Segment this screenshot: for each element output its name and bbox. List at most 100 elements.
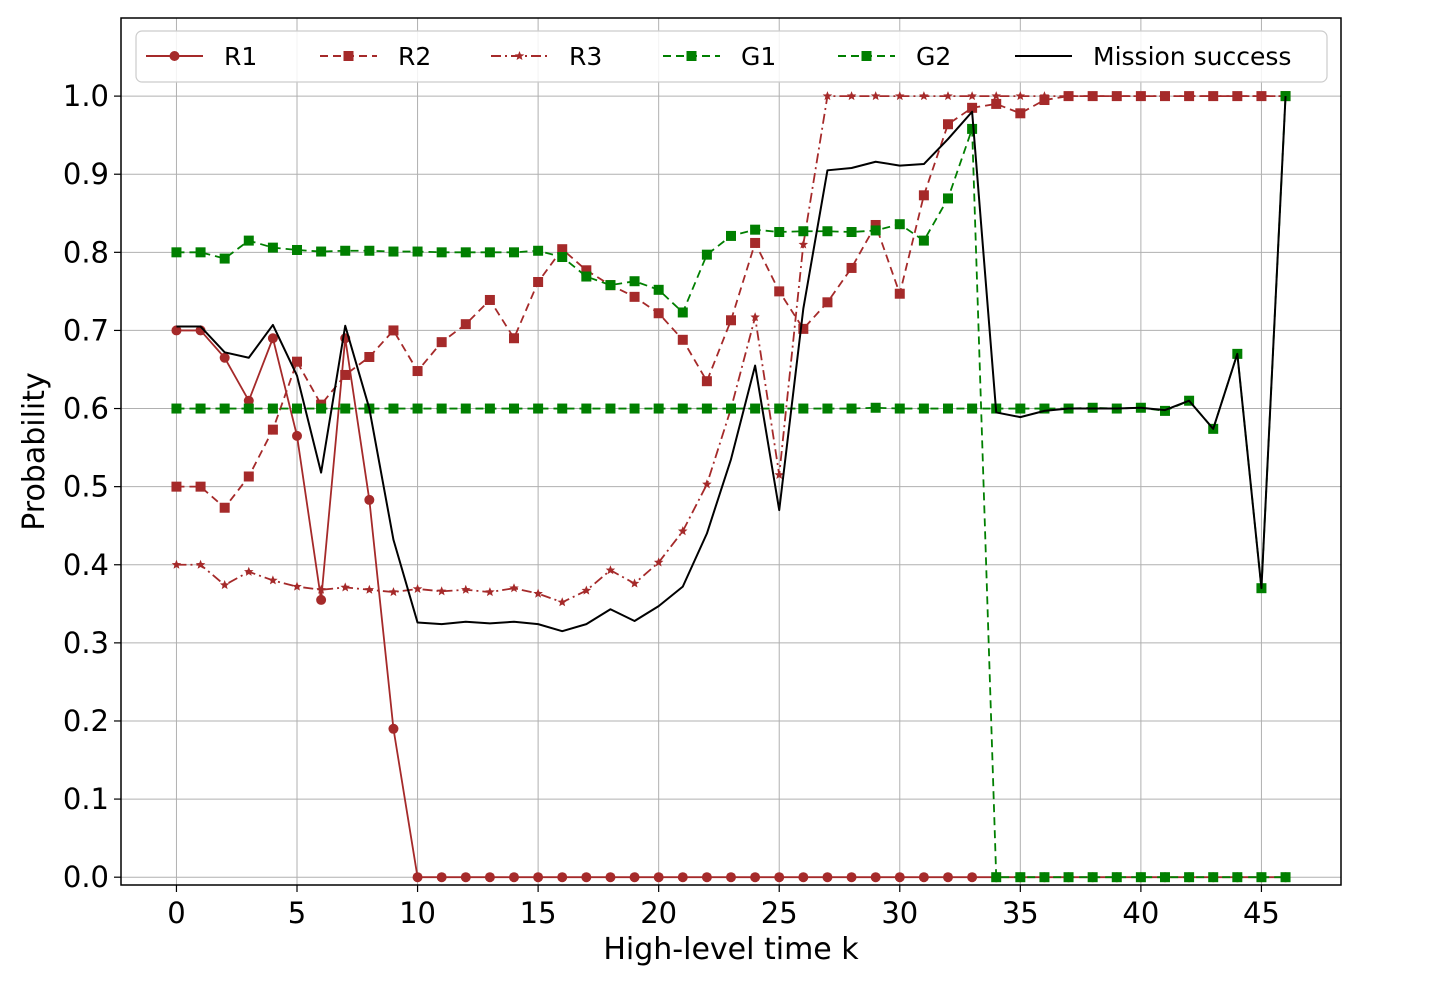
data-point-g1: [388, 246, 399, 257]
series-layer: [171, 91, 1291, 883]
legend-marker-g2: [861, 51, 872, 61]
data-point-g2: [1039, 403, 1050, 414]
data-point-g1: [412, 246, 423, 257]
data-point-g1: [1087, 872, 1098, 883]
data-point-r1: [509, 872, 520, 883]
data-point-r2: [750, 237, 761, 248]
data-point-r2: [942, 119, 953, 130]
data-point-r1: [412, 872, 423, 883]
data-point-r2: [509, 333, 520, 344]
data-point-r2: [364, 351, 375, 362]
data-point-g1: [894, 219, 905, 230]
data-point-r3: [509, 583, 519, 593]
data-point-g2: [243, 403, 254, 414]
data-point-g2: [316, 403, 327, 414]
legend-label-r3: R3: [569, 42, 602, 71]
data-point-g2: [1280, 91, 1291, 102]
data-point-g2: [967, 403, 978, 414]
series-g1: [171, 123, 1291, 883]
series-line-mission-success: [176, 96, 1287, 633]
data-point-r1: [629, 872, 640, 883]
y-tick-label: 0.9: [63, 157, 109, 191]
data-point-r3: [846, 91, 857, 101]
data-point-g2: [942, 403, 953, 414]
data-point-r3: [244, 566, 254, 576]
data-point-r2: [195, 481, 206, 492]
data-point-r1: [750, 872, 761, 883]
data-point-r3: [991, 91, 1001, 101]
data-point-g1: [533, 245, 544, 256]
legend-frame: [135, 30, 1328, 83]
data-point-r3: [316, 584, 326, 594]
data-point-r3: [388, 587, 399, 597]
data-point-g1: [1280, 872, 1291, 883]
data-point-r3: [1256, 91, 1267, 101]
data-point-r3: [461, 584, 471, 594]
legend-label-mission-success: Mission success: [1093, 42, 1291, 71]
data-point-r2: [1039, 95, 1050, 106]
data-point-r2: [557, 244, 568, 255]
data-point-r1: [605, 872, 616, 883]
data-point-g2: [219, 403, 230, 414]
data-point-r2: [243, 471, 254, 482]
data-point-r2: [774, 286, 785, 297]
x-tick-label: 20: [640, 896, 677, 930]
data-point-g2: [726, 403, 736, 414]
data-point-g1: [292, 244, 303, 255]
plot-frame: [120, 17, 1342, 886]
data-point-g1: [171, 247, 182, 258]
data-point-g1: [219, 253, 230, 264]
y-tick-label: 0.6: [63, 392, 109, 426]
y-tick-label: 0.2: [63, 704, 109, 738]
legend-label-g2: G2: [916, 42, 951, 71]
x-tick-label: 15: [520, 896, 557, 930]
data-point-r2: [798, 323, 809, 334]
data-point-g1: [267, 242, 278, 253]
data-point-r2: [894, 288, 905, 299]
data-point-g1: [1208, 872, 1219, 883]
data-point-r3: [702, 479, 712, 489]
data-point-g1: [316, 246, 327, 257]
data-point-r2: [581, 265, 592, 276]
data-point-r3: [822, 91, 833, 101]
data-point-r2: [1015, 108, 1026, 119]
data-point-r3: [967, 91, 977, 101]
data-point-r3: [436, 586, 447, 596]
data-point-g1: [1039, 872, 1050, 883]
data-point-r1: [653, 872, 664, 883]
data-point-g2: [581, 403, 592, 414]
data-point-g1: [942, 193, 953, 204]
data-point-g1: [653, 284, 664, 295]
data-point-g1: [750, 224, 761, 235]
data-point-r1: [581, 872, 592, 883]
data-point-r2: [822, 297, 833, 308]
data-point-r1: [533, 872, 544, 883]
data-point-r3: [364, 584, 375, 594]
data-point-r2: [484, 294, 495, 305]
data-point-r1: [701, 872, 712, 883]
data-point-r1: [918, 872, 929, 883]
data-point-g2: [870, 402, 881, 413]
data-point-r1: [774, 872, 785, 883]
y-tick-label: 0.3: [63, 626, 109, 660]
data-point-r3: [1112, 91, 1122, 101]
data-point-g2: [460, 403, 471, 414]
data-point-r3: [774, 469, 784, 479]
data-point-g2: [605, 403, 616, 414]
data-point-g1: [629, 276, 640, 287]
data-point-r1: [484, 872, 495, 883]
data-point-r1: [171, 325, 182, 336]
data-point-r2: [436, 337, 447, 348]
data-point-g2: [195, 403, 206, 414]
data-point-r3: [895, 91, 905, 101]
data-point-g2: [822, 403, 833, 414]
data-point-g1: [1159, 872, 1170, 883]
data-point-g2: [484, 403, 495, 414]
x-tick-label: 10: [399, 896, 436, 930]
data-point-r1: [726, 872, 736, 883]
data-point-g1: [460, 247, 471, 258]
data-point-g1: [701, 249, 712, 260]
data-point-r3: [605, 565, 616, 575]
